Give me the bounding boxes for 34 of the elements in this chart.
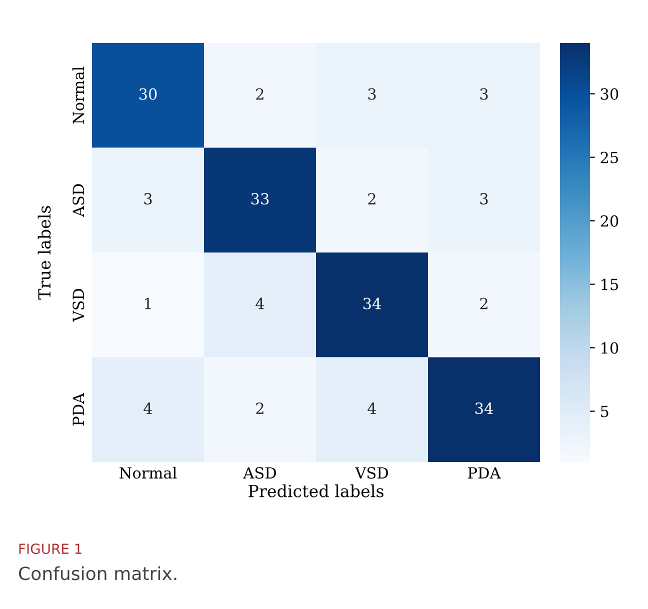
text: Confusion matrix. [19, 566, 176, 580]
x-tick-label: Normal [120, 466, 177, 479]
color-bar-label: 20 [600, 215, 618, 227]
y-axis-title: True labels [38, 206, 51, 300]
x-axis-title: Predicted labels [248, 484, 384, 498]
data-label: 33 [251, 193, 269, 205]
y-tick-label: VSD [72, 288, 84, 322]
data-label: 2 [256, 88, 264, 100]
data-label: 34 [475, 402, 493, 414]
y-tick-label: Normal [72, 66, 84, 124]
data-label: 2 [256, 402, 264, 414]
data-label: 3 [144, 193, 152, 205]
data-label: 1 [145, 298, 151, 310]
data-label: 4 [368, 402, 376, 414]
data-label: 3 [480, 193, 488, 205]
data-label: 2 [480, 298, 488, 310]
color-bar-label: 15 [602, 278, 618, 290]
color-bar-label: 10 [602, 342, 618, 354]
data-label: 30 [139, 88, 157, 100]
data-label: 34 [363, 298, 381, 310]
data-label: 3 [480, 88, 488, 100]
color-bar-label: 5 [601, 406, 608, 418]
x-tick-label: ASD [243, 467, 276, 479]
color-bar-label: 30 [600, 88, 618, 100]
x-tick-label: VSD [354, 467, 388, 479]
data-label: 4 [144, 402, 152, 414]
data-label: 4 [256, 298, 264, 310]
color-bar-label: 25 [600, 152, 618, 164]
caption: FIGURE 1 [19, 544, 82, 554]
y-tick-label: PDA [72, 392, 84, 426]
data-label: 2 [368, 193, 376, 204]
data-label: 3 [368, 88, 376, 100]
x-tick-label: PDA [468, 467, 501, 478]
y-tick-label: ASD [72, 184, 84, 218]
